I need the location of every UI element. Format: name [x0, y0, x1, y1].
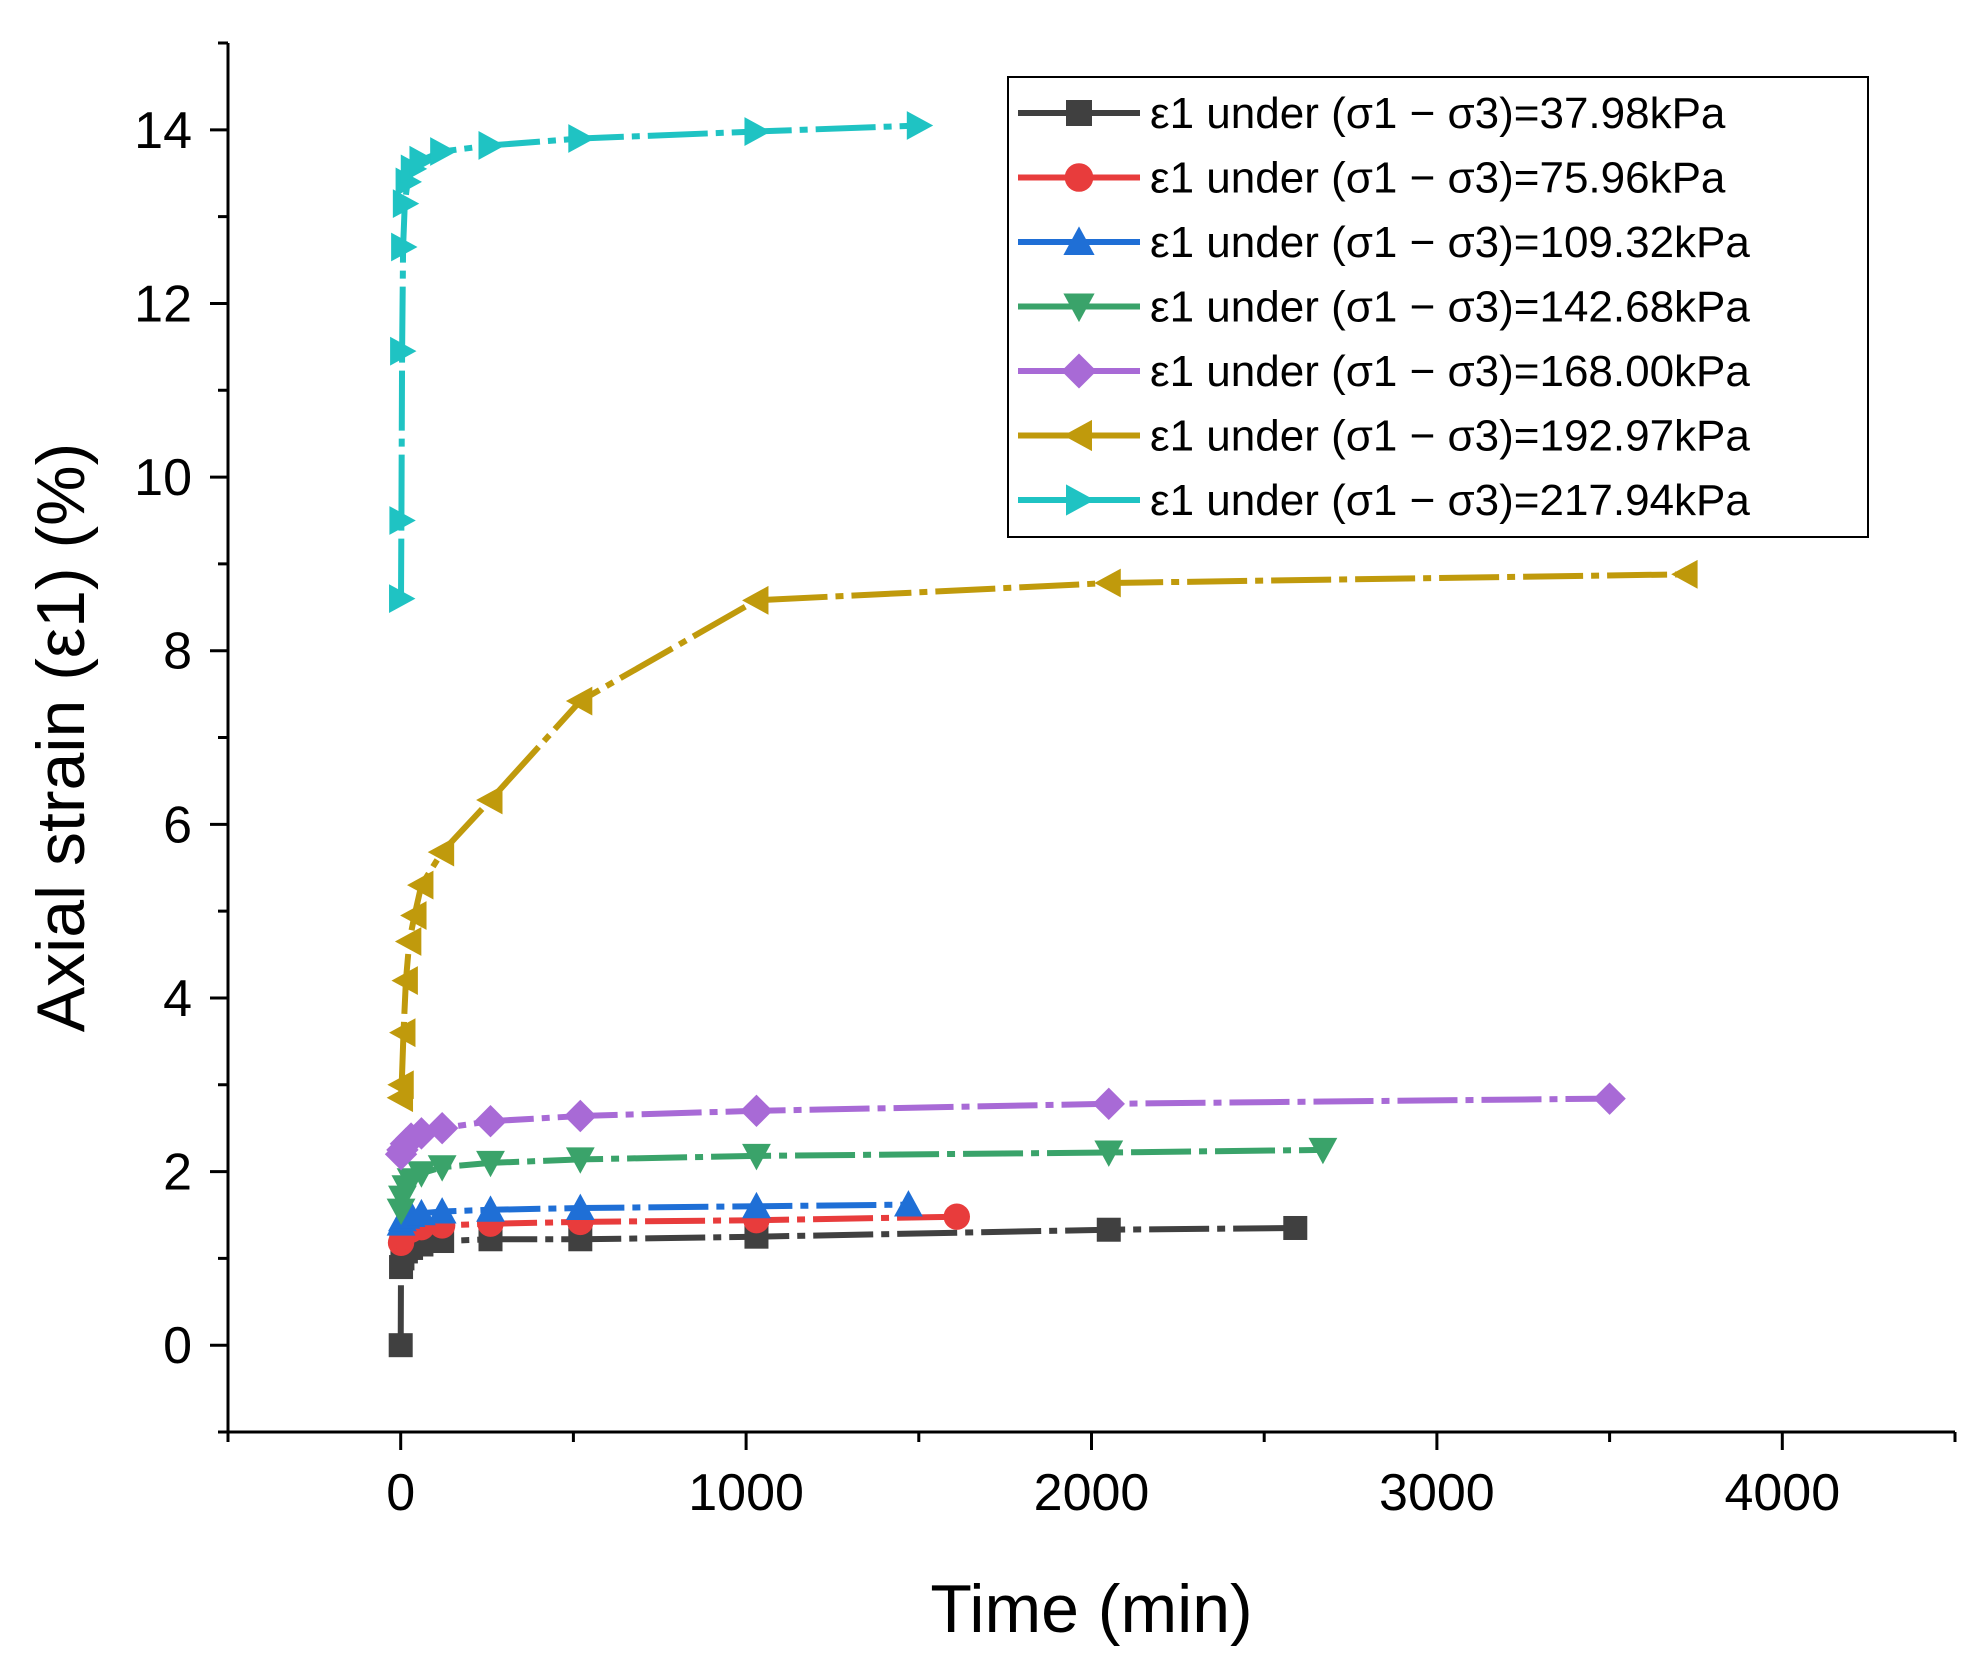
- y-tick-label: 2: [163, 1144, 192, 1202]
- series-line: [398, 571, 1686, 1098]
- data-point: [394, 927, 422, 956]
- legend-marker: [1064, 163, 1094, 192]
- data-point: [744, 117, 771, 146]
- legend-box: [1007, 76, 1869, 538]
- y-tick-label: 0: [163, 1317, 192, 1375]
- x-tick-label: 2000: [1034, 1464, 1150, 1522]
- legend-label: ε1 under (σ1 − σ3)=75.96kPa: [1150, 154, 1726, 203]
- series-5: [384, 1082, 1626, 1171]
- x-tick-label: 1000: [688, 1464, 804, 1522]
- legend-entry: ε1 under (σ1 − σ3)=142.68kPa: [1018, 283, 1750, 332]
- legend-entry: ε1 under (σ1 − σ3)=168.00kPa: [1018, 347, 1750, 396]
- data-point: [1094, 568, 1121, 598]
- legend-entry: ε1 under (σ1 − σ3)=37.98kPa: [1018, 89, 1726, 138]
- data-point: [407, 1198, 436, 1226]
- y-tick-label: 8: [163, 623, 192, 681]
- legend-label: ε1 under (σ1 − σ3)=142.68kPa: [1150, 283, 1750, 332]
- data-point: [1671, 559, 1698, 589]
- data-point: [1593, 1082, 1626, 1115]
- axes: 0 2 4 6 8 10 12 14 0 1000 2000 3000 4000: [134, 41, 1957, 1522]
- data-point: [390, 336, 417, 366]
- data-point: [894, 1190, 923, 1217]
- legend-marker: [1066, 484, 1095, 516]
- series-6: [386, 559, 1698, 1113]
- data-point: [407, 870, 434, 900]
- data-point: [906, 111, 934, 140]
- legend-label: ε1 under (σ1 − σ3)=192.97kPa: [1150, 412, 1750, 461]
- data-point: [386, 1198, 416, 1226]
- data-point: [742, 1191, 771, 1219]
- data-point: [1096, 1217, 1121, 1242]
- legend: ε1 under (σ1 − σ3)=37.98kPa ε1 under (σ1 …: [1007, 76, 1869, 538]
- data-point: [425, 1111, 459, 1145]
- data-point: [1092, 1087, 1125, 1121]
- data-point: [389, 506, 416, 535]
- y-tick-label: 10: [134, 449, 192, 507]
- data-point: [474, 1105, 507, 1138]
- legend-entry: ε1 under (σ1 − σ3)=75.96kPa: [1018, 154, 1726, 203]
- legend-label: ε1 under (σ1 − σ3)=217.94kPa: [1150, 476, 1750, 525]
- data-point: [565, 1193, 595, 1221]
- y-tick-label: 4: [163, 970, 192, 1028]
- data-point: [476, 1150, 505, 1178]
- series-2: [387, 1203, 970, 1256]
- y-tick-label: 12: [134, 275, 192, 333]
- data-point: [427, 1197, 457, 1224]
- x-axis-title: Time (min): [930, 1571, 1252, 1647]
- y-tick-label: 6: [163, 796, 192, 854]
- data-point: [400, 901, 427, 930]
- series-line: [398, 1146, 1323, 1211]
- data-point: [388, 1333, 413, 1358]
- data-point: [391, 966, 418, 995]
- legend-entry: ε1 under (σ1 − σ3)=217.94kPa: [1018, 476, 1750, 525]
- data-point: [409, 145, 436, 175]
- data-point: [565, 686, 593, 716]
- data-point: [1094, 1140, 1124, 1167]
- series-line: [398, 122, 919, 599]
- legend-marker: [1063, 293, 1095, 323]
- data-point: [568, 124, 595, 153]
- legend-marker: [1063, 419, 1092, 452]
- legend-label: ε1 under (σ1 − σ3)=168.00kPa: [1150, 347, 1750, 396]
- y-axis-title: Axial strain (ε1) (%): [23, 443, 99, 1033]
- y-tick-label: 14: [134, 102, 192, 160]
- series-1: [388, 1215, 1308, 1358]
- data-point: [427, 1155, 457, 1182]
- x-tick-label: 0: [386, 1464, 415, 1522]
- data-point: [427, 837, 455, 867]
- legend-label: ε1 under (σ1 − σ3)=109.32kPa: [1150, 218, 1750, 267]
- legend-marker: [1061, 353, 1097, 389]
- data-point: [391, 232, 418, 262]
- data-point: [389, 584, 416, 613]
- data-point: [742, 1143, 771, 1171]
- legend-marker: [1063, 226, 1095, 255]
- series-3: [386, 1190, 923, 1236]
- legend-marker: [1066, 100, 1092, 126]
- data-point: [430, 137, 457, 166]
- data-point: [476, 1195, 505, 1222]
- series-7: [389, 111, 934, 613]
- legend-entry: ε1 under (σ1 − σ3)=192.97kPa: [1018, 412, 1750, 461]
- data-point: [565, 1147, 595, 1174]
- data-point: [407, 1161, 436, 1188]
- legend-entry: ε1 under (σ1 − σ3)=109.32kPa: [1018, 218, 1750, 267]
- data-point: [1283, 1215, 1308, 1240]
- data-point: [943, 1203, 970, 1230]
- data-point: [392, 189, 420, 219]
- data-point: [1308, 1137, 1338, 1165]
- data-point: [476, 785, 503, 815]
- data-point: [387, 1070, 414, 1100]
- data-point: [564, 1099, 597, 1133]
- data-point: [478, 131, 505, 160]
- data-point: [740, 1094, 773, 1127]
- legend-label: ε1 under (σ1 − σ3)=37.98kPa: [1150, 89, 1726, 138]
- x-tick-label: 4000: [1724, 1464, 1840, 1522]
- series-line: [397, 1225, 1296, 1346]
- data-point: [742, 585, 769, 615]
- series-layer: [384, 111, 1698, 1358]
- series-4: [386, 1137, 1338, 1226]
- data-point: [389, 1018, 416, 1048]
- x-tick-label: 3000: [1379, 1464, 1495, 1522]
